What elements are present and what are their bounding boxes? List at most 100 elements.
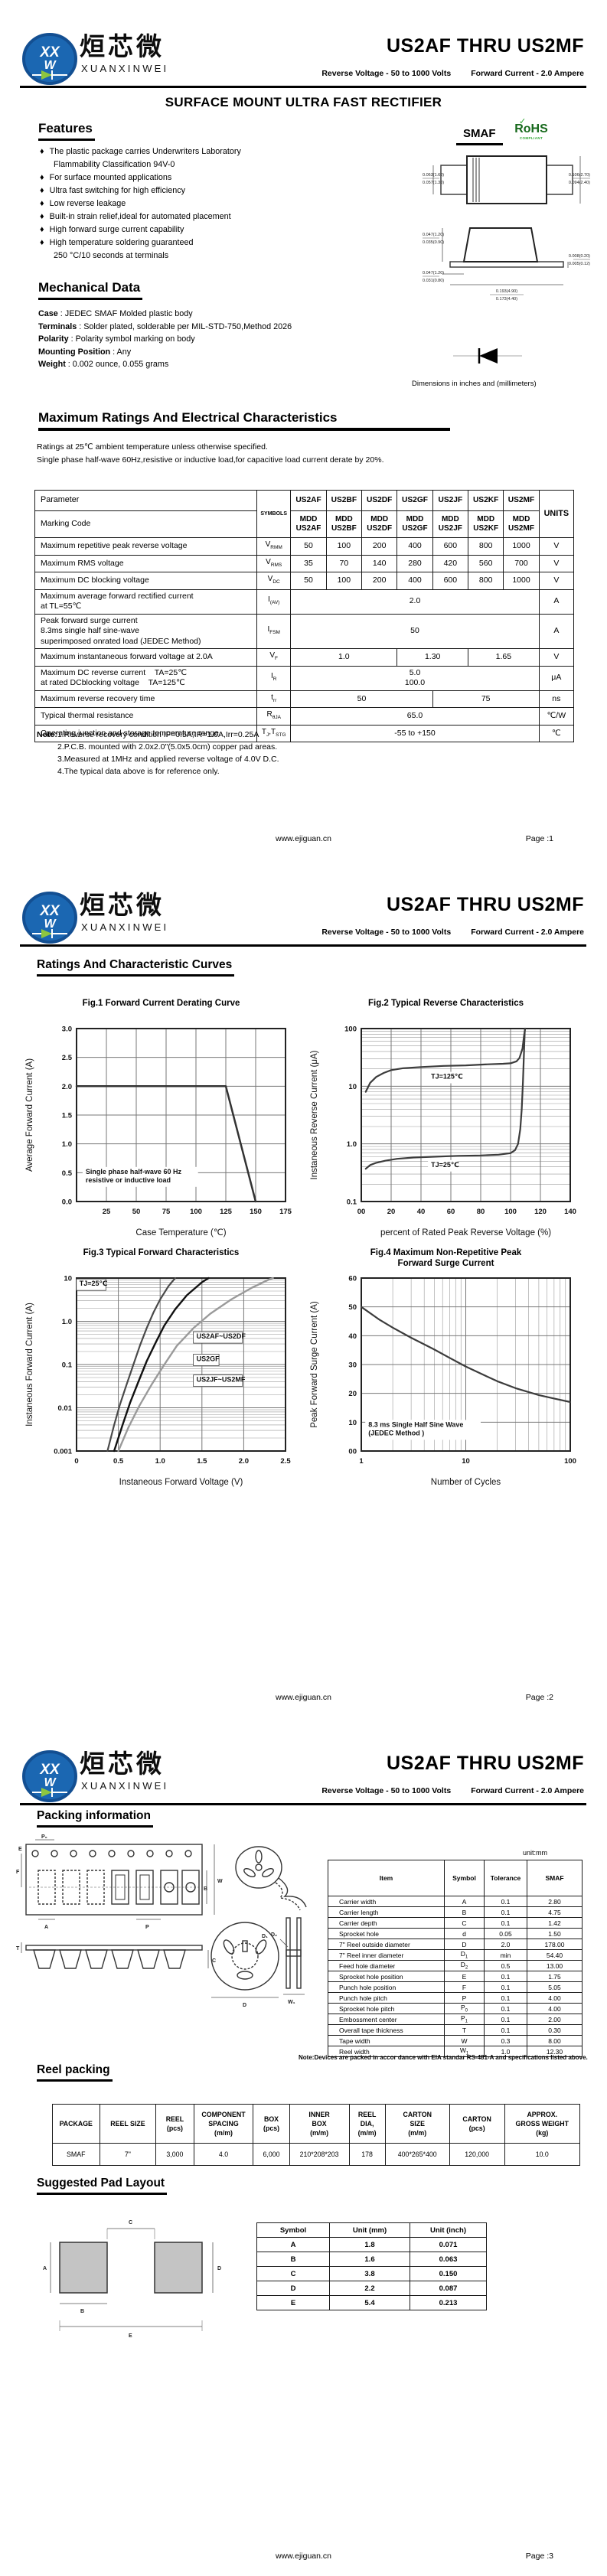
- reverse-voltage-range: Reverse Voltage - 50 to 1000 Volts: [321, 928, 452, 937]
- table-cell: d: [444, 1928, 485, 1939]
- mechanical-data-list: Case : JEDEC SMAF Molded plastic body Ter…: [38, 308, 398, 371]
- table-cell: 0.1: [484, 1917, 527, 1929]
- table-cell: F: [444, 1981, 485, 1993]
- table-cell: V: [538, 572, 575, 590]
- table-cell: W: [444, 2035, 485, 2046]
- svg-text:TJ=25℃: TJ=25℃: [431, 1161, 459, 1169]
- table-cell: Feed hole diameter: [328, 1960, 445, 1971]
- package-outline-drawing: 0.063(1.60) 0.057(1.30) 0.106(2.70) 0.09…: [423, 155, 590, 302]
- ratings-condition-1: Ratings at 25℃ ambient temperature unles…: [37, 442, 268, 452]
- svg-text:100: 100: [504, 1208, 517, 1216]
- fig3-plot: 0 0.5 1.0 1.5 2.0 2.5 0.001 0.01 0.1 1.0 10 TJ=25℃ U…: [25, 1275, 291, 1488]
- table-cell: Maximum DC reverse current TA=25℃ at rate…: [34, 665, 258, 691]
- table-cell: US2MF: [503, 490, 540, 511]
- table-cell: MDD US2BF: [325, 510, 363, 538]
- svg-text:50: 50: [348, 1303, 357, 1312]
- svg-text:percent of Rated Peak Reverse: percent of Rated Peak Reverse Voltage (%…: [380, 1228, 551, 1237]
- table-cell: 800: [467, 572, 504, 590]
- svg-text:US2JF~US2MF: US2JF~US2MF: [197, 1376, 246, 1384]
- table-header: REEL SIZE: [99, 2104, 157, 2144]
- table-cell: 120,000: [449, 2143, 505, 2166]
- forward-current-rating: Forward Current - 2.0 Ampere: [471, 928, 584, 937]
- table-cell: E: [444, 1971, 485, 1982]
- bullet-icon: ♦: [40, 238, 44, 247]
- bullet-icon: ♦: [40, 225, 44, 234]
- table-cell: 2.2: [329, 2281, 410, 2296]
- svg-text:1.0: 1.0: [62, 1318, 72, 1326]
- table-cell: 0.1: [484, 1906, 527, 1918]
- table-cell: MDD US2JF: [432, 510, 469, 538]
- table-header: REEL DIA, (m/m): [348, 2104, 386, 2144]
- dim-label: 0.193(4.90): [496, 289, 517, 294]
- table-cell: Sprocket hole: [328, 1928, 445, 1939]
- table-header: INNER BOX (m/m): [289, 2104, 350, 2144]
- document-title: SURFACE MOUNT ULTRA FAST RECTIFIER: [165, 95, 442, 109]
- note-text: 4.The typical data above is for referenc…: [57, 767, 220, 776]
- forward-current-rating: Forward Current - 2.0 Ampere: [471, 1786, 584, 1795]
- table-cell: US2AF: [290, 490, 327, 511]
- header-divider: [20, 1803, 586, 1805]
- svg-text:00: 00: [348, 1448, 357, 1456]
- mech-row: Mounting Position : Any: [38, 346, 398, 359]
- svg-text:2.5: 2.5: [280, 1457, 291, 1466]
- fig4-title: Fig.4 Maximum Non-Repetitive Peak Forward…: [306, 1246, 586, 1270]
- header-subtitle: Reverse Voltage - 50 to 1000 Volts Forwar…: [217, 1786, 584, 1795]
- table-cell: 7" Reel inner diameter: [328, 1949, 445, 1961]
- svg-text:0.01: 0.01: [58, 1404, 73, 1413]
- svg-text:0: 0: [74, 1457, 78, 1466]
- table-header: CARTON (pcs): [449, 2104, 505, 2144]
- table-cell: 2.00: [527, 2014, 583, 2025]
- reverse-voltage-range: Reverse Voltage - 50 to 1000 Volts: [321, 1786, 452, 1795]
- header-subtitle: Reverse Voltage - 50 to 1000 Volts Forwar…: [217, 69, 584, 78]
- table-cell: 8.00: [527, 2035, 583, 2046]
- table-cell: Peak forward surge current 8.3ms single h…: [34, 613, 258, 649]
- table-cell: D: [256, 2281, 330, 2296]
- feature-text: High forward surge current capability: [49, 225, 184, 234]
- mech-row: Polarity : Polarity symbol marking on bo…: [38, 333, 398, 346]
- table-cell: 4.00: [527, 1992, 583, 2004]
- svg-text:(JEDEC Method ): (JEDEC Method ): [368, 1429, 424, 1436]
- table-header: SMAF: [527, 1860, 583, 1896]
- table-cell: ℃/W: [538, 707, 575, 726]
- svg-text:1: 1: [359, 1457, 364, 1466]
- svg-text:100: 100: [190, 1208, 202, 1216]
- table-cell: Maximum reverse recovery time: [34, 690, 258, 708]
- table-cell: 6,000: [253, 2143, 290, 2166]
- svg-text:175: 175: [279, 1208, 292, 1216]
- table-cell: trr: [256, 690, 292, 708]
- svg-text:40: 40: [348, 1332, 357, 1341]
- table-cell: 1.42: [527, 1917, 583, 1929]
- pad-dim-A: A: [43, 2266, 47, 2271]
- feature-line: ♦ Built-in strain relief,ideal for automa…: [40, 210, 315, 223]
- svg-text:1.0: 1.0: [155, 1457, 165, 1466]
- reel-dim-D2: D₂: [271, 1932, 277, 1938]
- mech-row: Terminals : Solder plated, solderable pe…: [38, 321, 398, 334]
- unit-note: unit:mm: [522, 1849, 547, 1857]
- table-header: Tolerance: [484, 1860, 527, 1896]
- table-cell: V: [538, 554, 575, 572]
- bullet-icon: ♦: [40, 186, 44, 195]
- brand-chinese-name: 烜芯微: [80, 891, 165, 919]
- svg-text:80: 80: [477, 1208, 485, 1216]
- mech-label: Polarity: [38, 334, 69, 344]
- dimensions-note: Dimensions in inches and (millimeters): [412, 380, 537, 388]
- reel-dim-W1: W₁: [288, 2000, 295, 2005]
- table-cell: A: [538, 613, 575, 649]
- table-header: REEL (pcs): [155, 2104, 194, 2144]
- table-cell: US2JF: [432, 490, 469, 511]
- table-cell: T: [444, 2024, 485, 2036]
- svg-text:100: 100: [564, 1457, 576, 1466]
- table-header: BOX (pcs): [253, 2104, 290, 2144]
- table-cell: 0.1: [484, 1971, 527, 1982]
- svg-text:120: 120: [534, 1208, 547, 1216]
- part-number-title: US2AF THRU US2MF: [386, 35, 584, 57]
- table-cell: 10.0: [504, 2143, 581, 2166]
- table-cell: 1.65: [468, 648, 540, 667]
- svg-text:W: W: [44, 918, 57, 931]
- pad-dim-B: B: [80, 2309, 84, 2314]
- table-cell: 0.05: [484, 1928, 527, 1939]
- table-cell: 600: [432, 572, 469, 590]
- table-cell: 0.1: [484, 2024, 527, 2036]
- feature-text: 250 °C/10 seconds at terminals: [54, 251, 169, 260]
